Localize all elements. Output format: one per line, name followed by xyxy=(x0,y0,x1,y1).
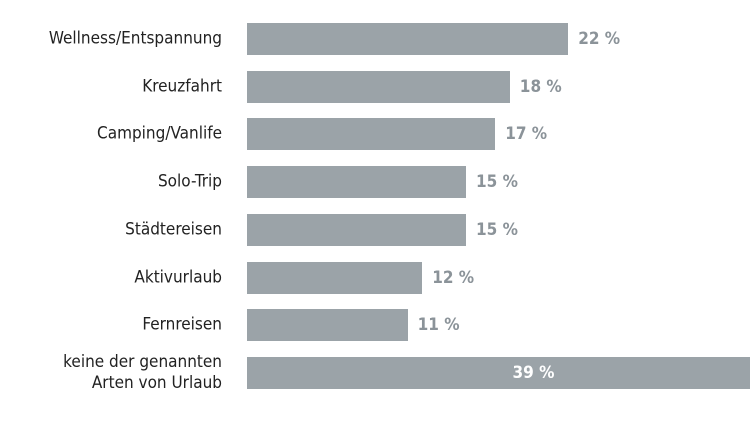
category-label: Solo-Trip xyxy=(157,171,222,192)
category-label: Camping/Vanlife xyxy=(97,123,222,144)
value-label: 15 % xyxy=(476,172,518,193)
value-label: 11 % xyxy=(417,315,460,336)
category-label: keine der genannten Arten von Urlaub xyxy=(63,351,222,393)
bar xyxy=(247,261,423,294)
category-label: Wellness/Entspannung xyxy=(48,28,222,49)
value-label: 22 % xyxy=(578,29,621,49)
category-label: Städtereisen xyxy=(125,219,222,240)
bar xyxy=(247,166,466,199)
value-label: 12 % xyxy=(432,267,475,288)
value-label: 15 % xyxy=(476,219,518,240)
bar xyxy=(247,70,510,103)
category-label: Kreuzfahrt xyxy=(142,76,222,97)
value-label: 17 % xyxy=(505,124,548,145)
value-label: 18 % xyxy=(519,76,562,97)
category-label: Aktivurlaub xyxy=(134,267,222,287)
bar xyxy=(247,118,496,151)
value-label: 39 % xyxy=(512,362,555,383)
bar xyxy=(247,213,466,246)
bar xyxy=(247,23,569,55)
bar xyxy=(247,309,408,342)
bar xyxy=(247,356,750,389)
category-label: Fernreisen xyxy=(142,314,222,335)
